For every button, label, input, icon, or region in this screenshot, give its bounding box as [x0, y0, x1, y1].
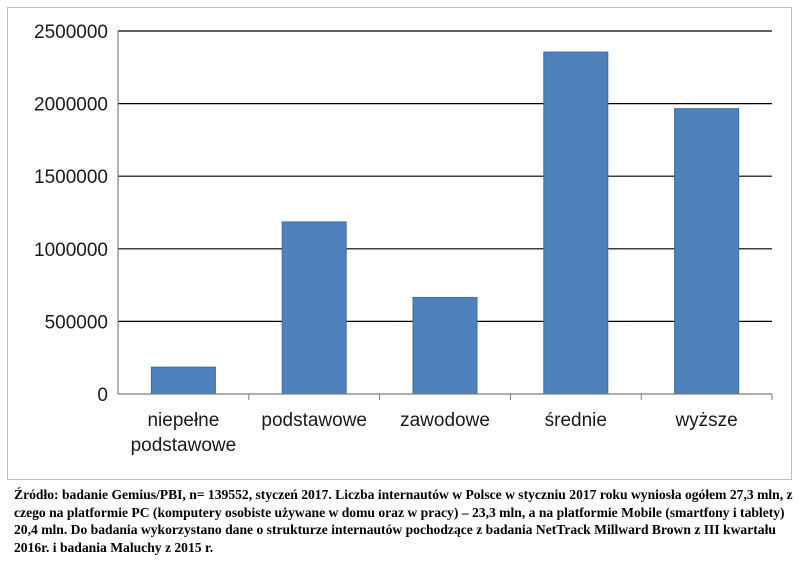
x-tick-label: niepełne podstawowe: [131, 410, 237, 456]
bar: [281, 221, 347, 395]
bar: [674, 108, 740, 395]
gridlines: [118, 30, 772, 322]
bar-chart: 0 500000 1000000 1500000 2000000 2500000 niepe…: [34, 22, 773, 456]
x-tick-label-line: średnie: [545, 410, 607, 431]
x-tick-label-line: zawodowe: [400, 410, 490, 431]
x-tick-label-line: niepełne: [147, 410, 219, 431]
bar: [412, 296, 478, 395]
x-tick-label: zawodowe: [400, 410, 490, 431]
x-tick-label-line: podstawowe: [131, 435, 237, 456]
y-tick-label: 1500000: [34, 167, 108, 188]
x-tick-label-line: wyższe: [674, 410, 737, 431]
x-tick-label: podstawowe: [261, 410, 367, 431]
axes: [117, 31, 773, 400]
y-tick-label: 0: [97, 385, 108, 406]
source-caption: Źródło: badanie Gemius/PBI, n= 139552, s…: [14, 487, 793, 555]
x-tick-label: wyższe: [674, 410, 737, 431]
bar: [150, 366, 216, 395]
y-tick-label: 2000000: [34, 95, 108, 116]
x-tick-label: średnie: [545, 410, 607, 431]
y-tick-label: 1000000: [34, 240, 108, 261]
x-tick-label-line: podstawowe: [261, 410, 367, 431]
bar: [543, 51, 609, 395]
y-tick-label: 500000: [45, 312, 108, 333]
y-tick-label: 2500000: [34, 22, 108, 43]
bars: [150, 51, 740, 395]
chart-frame: [7, 7, 792, 480]
tick-labels: 0 500000 1000000 1500000 2000000 2500000 niepe…: [34, 22, 738, 456]
